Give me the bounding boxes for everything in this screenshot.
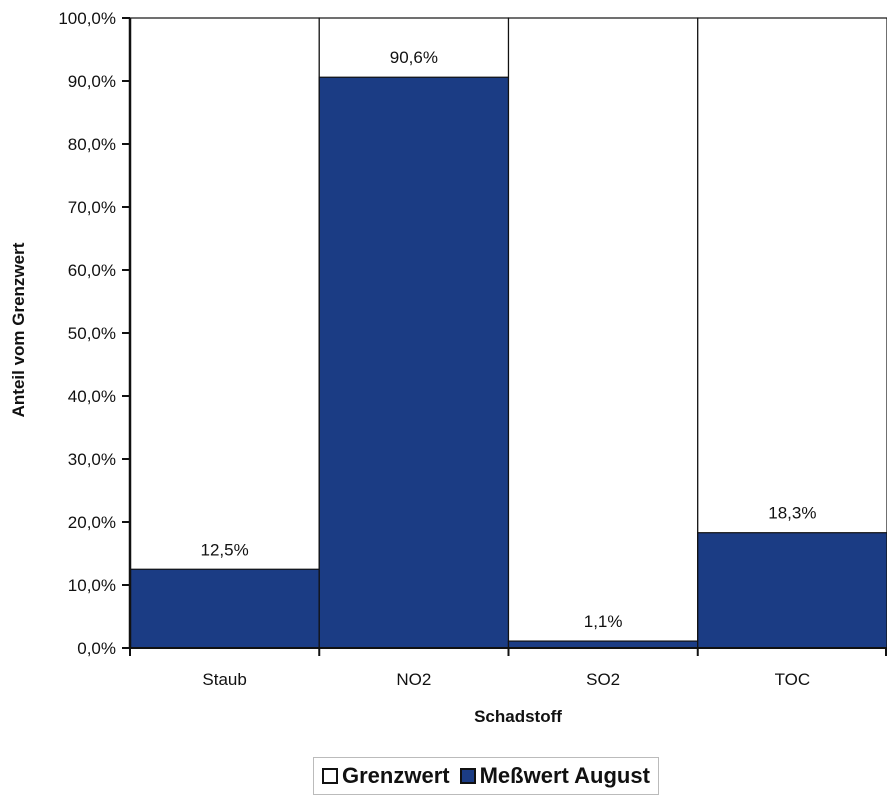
x-tick-label-no2: NO2 (396, 670, 431, 689)
legend-label-grenzwert: Grenzwert (342, 763, 450, 788)
x-tick-label-staub: Staub (202, 670, 246, 689)
data-label-staub: 12,5% (201, 540, 249, 559)
y-tick-label: 0,0% (77, 639, 116, 658)
y-tick-label: 60,0% (68, 261, 116, 280)
y-tick-label: 90,0% (68, 72, 116, 91)
y-axis: 0,0% 10,0% 20,0% 30,0% 40,0% 50,0% 60,0% 70,0% 8… (58, 9, 132, 658)
legend-item-messwert: Meßwert August (459, 763, 650, 789)
y-tick-label: 40,0% (68, 387, 116, 406)
x-tick-label-toc: TOC (775, 670, 811, 689)
y-tick-label: 20,0% (68, 513, 116, 532)
y-tick-label: 70,0% (68, 198, 116, 217)
bar-me-wert-august-no2 (318, 76, 510, 649)
legend-item-grenzwert: Grenzwert (322, 763, 450, 789)
x-axis-title: Schadstoff (474, 707, 562, 726)
legend-swatch-messwert (459, 768, 476, 784)
bar-grenzwert-staub (129, 17, 320, 649)
bar-me-wert-august-staub (129, 568, 320, 649)
data-label-toc: 18,3% (768, 504, 816, 523)
legend-label-messwert: Meßwert August (479, 763, 650, 788)
legend-swatch-grenzwert (322, 768, 338, 784)
plot-area: 12,5% 90,6% 1,1% 18,3% (129, 17, 887, 649)
y-tick-label: 30,0% (68, 450, 116, 469)
bar-grenzwert-so2 (507, 17, 699, 649)
data-label-so2: 1,1% (584, 612, 623, 631)
legend: Grenzwert Meßwert August (313, 757, 659, 795)
bar-me-wert-august-so2 (507, 640, 699, 649)
y-tick-label: 80,0% (68, 135, 116, 154)
y-axis-title: Anteil vom Grenzwert (9, 242, 28, 417)
y-tick-label: 10,0% (68, 576, 116, 595)
x-axis: Staub NO2 SO2 TOC (129, 647, 887, 689)
data-label-no2: 90,6% (390, 48, 438, 67)
bar-me-wert-august-toc (697, 532, 887, 649)
y-tick-label: 100,0% (58, 9, 116, 28)
y-tick-label: 50,0% (68, 324, 116, 343)
x-tick-label-so2: SO2 (586, 670, 620, 689)
